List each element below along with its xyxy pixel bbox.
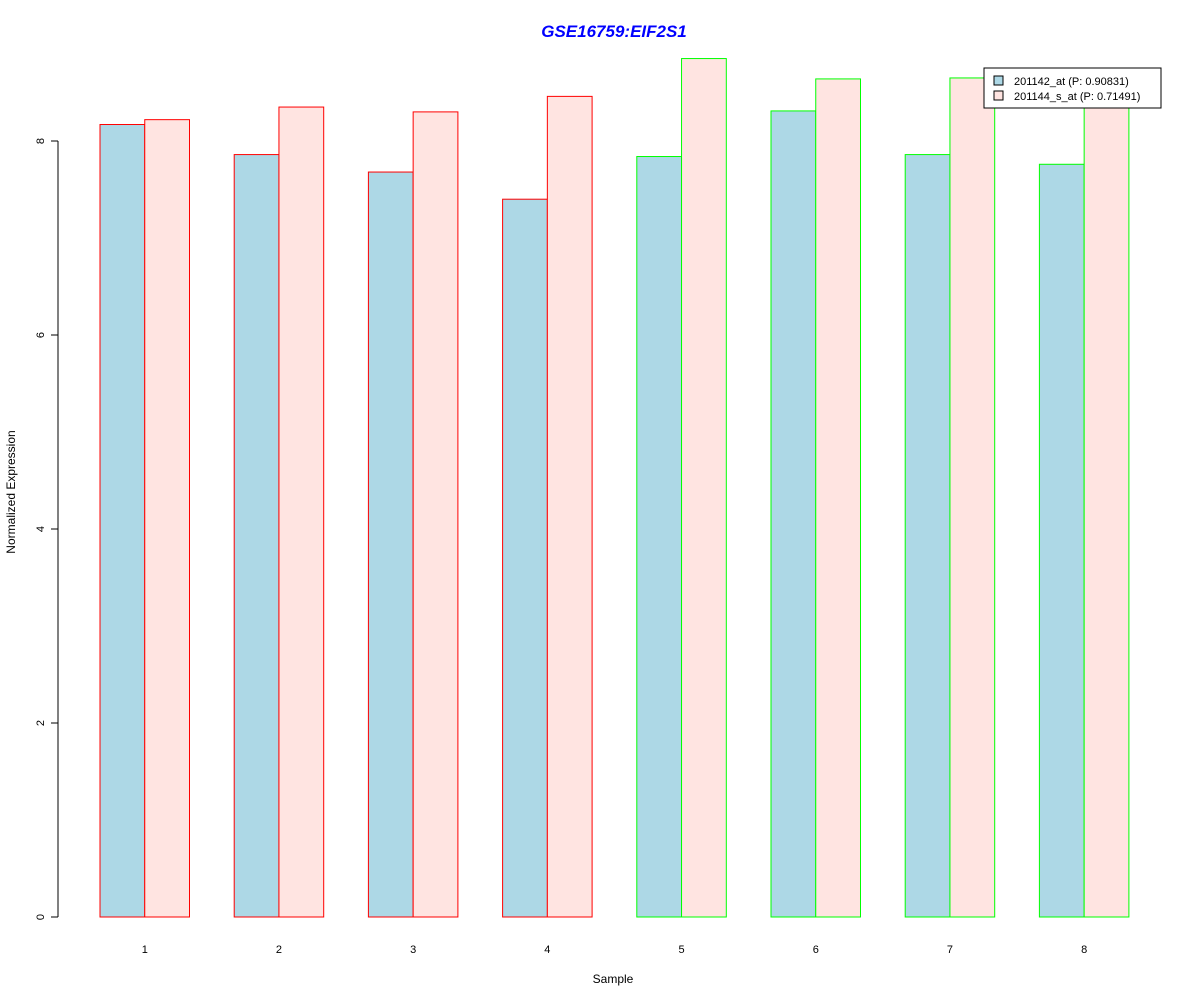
x-tick-label: 4 <box>544 944 550 956</box>
y-axis-title: Normalized Expression <box>4 430 18 553</box>
bar-201144-s-at <box>412 111 459 918</box>
y-tick-label: 2 <box>35 720 47 726</box>
legend-swatch <box>993 75 1004 86</box>
bar-201142-at <box>636 156 683 918</box>
x-tick-label: 7 <box>947 944 953 956</box>
x-tick-label: 5 <box>678 944 684 956</box>
x-tick-labels: 1 2 3 4 5 6 7 8 <box>142 944 1088 956</box>
x-tick-label: 2 <box>276 944 282 956</box>
bar-201144-s-at <box>144 119 190 918</box>
legend-swatch <box>993 90 1004 101</box>
y-axis: 0 2 4 6 8 <box>35 138 59 920</box>
legend-box <box>983 67 1162 109</box>
bar-201142-at <box>770 110 817 918</box>
x-tick-label: 3 <box>410 944 416 956</box>
chart-title: GSE16759:EIF2S1 <box>541 22 687 41</box>
bar-201144-s-at <box>949 77 996 918</box>
bar-201144-s-at <box>278 106 325 918</box>
bar-201144-s-at <box>546 95 593 918</box>
x-axis-title: Sample <box>593 972 634 986</box>
y-tick-label: 8 <box>35 138 47 144</box>
x-tick-label: 8 <box>1081 944 1087 956</box>
bar-201142-at <box>233 154 280 918</box>
y-tick-label: 0 <box>35 914 47 920</box>
bar-201144-s-at <box>1083 92 1130 918</box>
bar-201144-s-at <box>815 78 861 918</box>
bar-201142-at <box>502 198 548 918</box>
bar-201142-at <box>904 154 951 918</box>
x-tick-label: 6 <box>813 944 819 956</box>
legend: 201142_at (P: 0.90831) 201144_s_at (P: 0.… <box>983 67 1162 109</box>
y-tick-label: 4 <box>35 526 47 532</box>
legend-label: 201142_at (P: 0.90831) <box>1014 76 1129 88</box>
y-tick-label: 6 <box>35 332 47 338</box>
x-tick-label: 1 <box>142 944 148 956</box>
bar-201144-s-at <box>681 58 727 918</box>
bars <box>99 58 1130 918</box>
bar-201142-at <box>367 171 414 918</box>
bar-201142-at <box>1038 163 1085 918</box>
legend-label: 201144_s_at (P: 0.71491) <box>1014 91 1140 103</box>
bar-201142-at <box>99 124 146 918</box>
